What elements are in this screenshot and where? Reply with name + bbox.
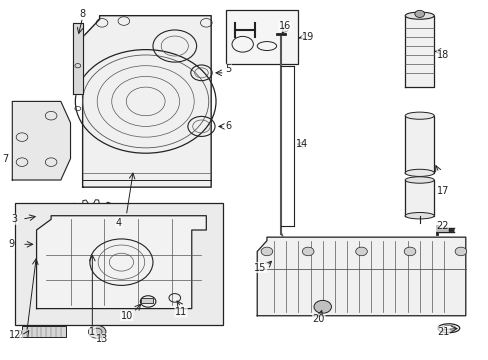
Text: 16: 16: [278, 21, 290, 31]
Text: 4: 4: [116, 218, 122, 228]
Ellipse shape: [405, 12, 433, 19]
Circle shape: [454, 247, 466, 256]
Polygon shape: [405, 180, 433, 216]
Circle shape: [404, 247, 415, 256]
FancyBboxPatch shape: [225, 10, 298, 64]
Ellipse shape: [405, 169, 433, 176]
Polygon shape: [37, 216, 206, 309]
Text: 9: 9: [8, 239, 14, 249]
Text: 10: 10: [121, 311, 133, 321]
Ellipse shape: [405, 212, 433, 219]
Circle shape: [88, 325, 106, 338]
Text: 22: 22: [435, 221, 447, 231]
Text: 15: 15: [254, 262, 266, 273]
Text: 2: 2: [17, 330, 22, 341]
Text: 20: 20: [312, 314, 325, 324]
Text: 1: 1: [89, 327, 95, 337]
Text: 12: 12: [8, 330, 21, 341]
Text: 6: 6: [224, 121, 231, 131]
Circle shape: [414, 10, 424, 18]
Text: 8: 8: [80, 9, 85, 19]
Text: 18: 18: [436, 50, 448, 60]
Circle shape: [313, 300, 331, 313]
Polygon shape: [82, 16, 211, 187]
Polygon shape: [405, 116, 433, 173]
Polygon shape: [73, 23, 82, 94]
Text: 21: 21: [436, 327, 448, 337]
Text: 5: 5: [224, 64, 231, 74]
Text: 3: 3: [12, 214, 18, 224]
Circle shape: [302, 247, 313, 256]
Bar: [22, 327, 65, 337]
Polygon shape: [12, 102, 70, 180]
Text: 19: 19: [302, 32, 314, 42]
Text: 17: 17: [436, 186, 448, 196]
Text: 7: 7: [2, 154, 8, 163]
Text: 14: 14: [296, 139, 308, 149]
Polygon shape: [257, 237, 465, 316]
Bar: [141, 298, 153, 303]
Ellipse shape: [405, 177, 433, 183]
Circle shape: [261, 247, 272, 256]
Ellipse shape: [405, 112, 433, 119]
FancyBboxPatch shape: [15, 203, 223, 325]
Polygon shape: [405, 16, 433, 87]
Text: 13: 13: [96, 334, 108, 344]
Circle shape: [355, 247, 366, 256]
Text: 11: 11: [175, 307, 187, 317]
